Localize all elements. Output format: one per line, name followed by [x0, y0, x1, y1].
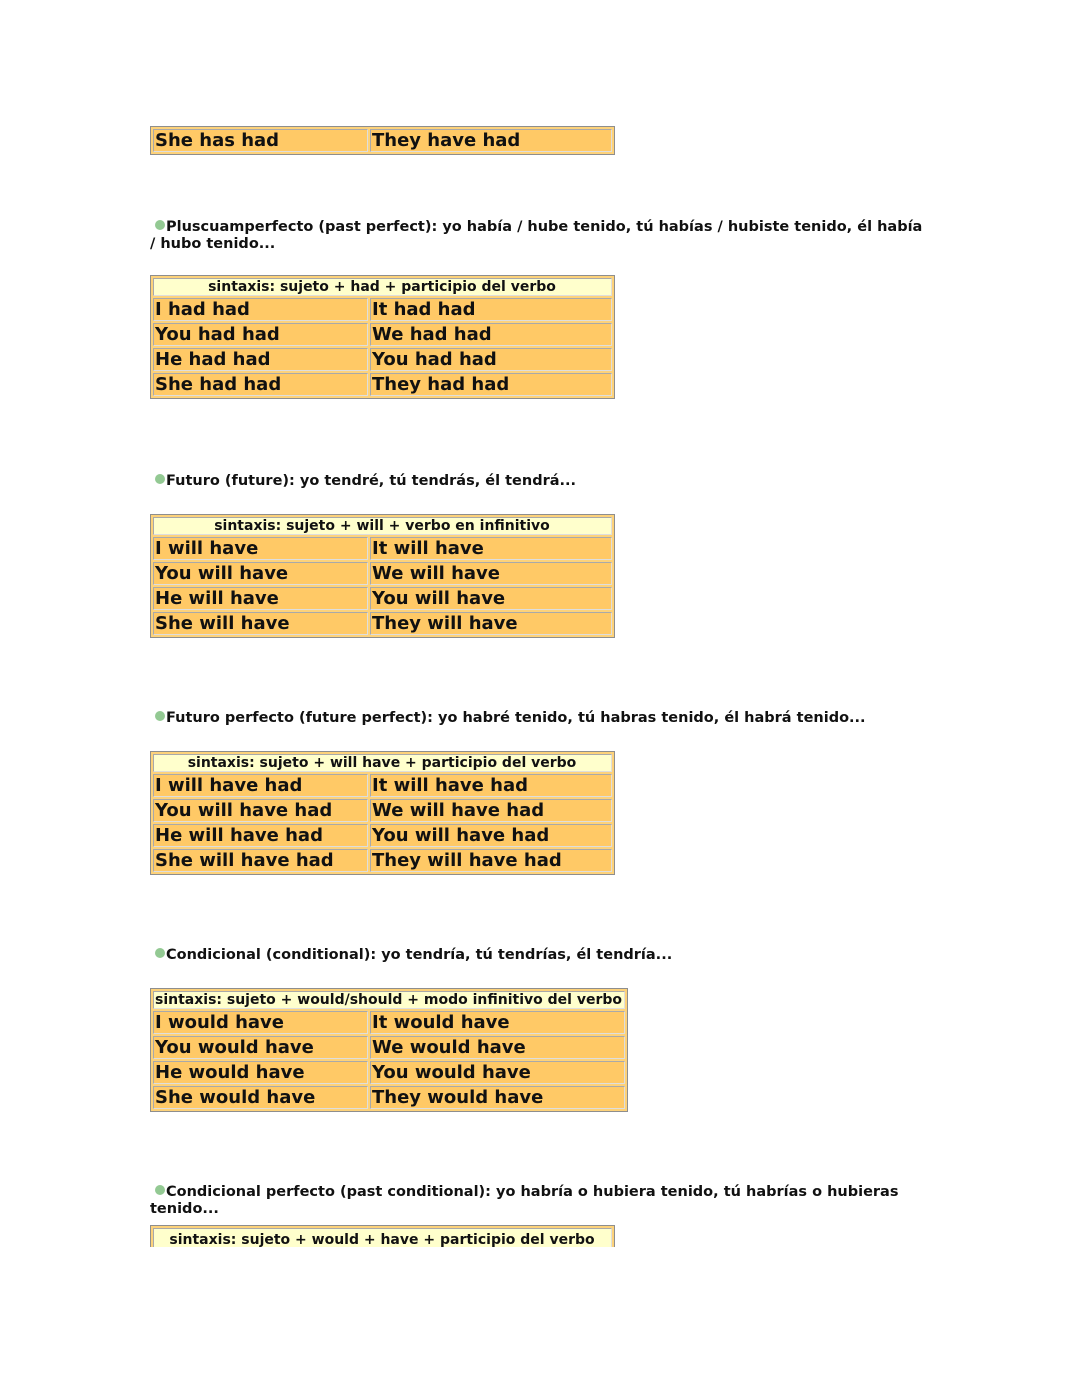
table-cell: It will have — [370, 537, 612, 560]
syntax-caption: sintaxis: sujeto + would + have + partic… — [153, 1228, 612, 1247]
table-cell: They will have had — [370, 849, 612, 872]
table-cell: You will have had — [370, 824, 612, 847]
table-cell: She had had — [153, 373, 368, 396]
section-heading-conditional: Condicional (conditional): yo tendría, t… — [150, 947, 930, 964]
syntax-row: sintaxis: sujeto + had + participio del … — [153, 278, 612, 296]
table-cell: He had had — [153, 348, 368, 371]
heading-text: Pluscuamperfecto (past perfect): yo habí… — [150, 219, 923, 252]
table-row: You will have We will have — [153, 562, 612, 585]
table-cell: They have had — [370, 129, 612, 152]
syntax-row: sintaxis: sujeto + would/should + modo i… — [153, 991, 625, 1009]
table-cell: We had had — [370, 323, 612, 346]
table-row: I will have had It will have had — [153, 774, 612, 797]
table-cell: She has had — [153, 129, 368, 152]
table-row: You will have had We will have had — [153, 799, 612, 822]
section-heading-future: Futuro (future): yo tendré, tú tendrás, … — [150, 473, 930, 490]
bullet-icon — [155, 711, 165, 721]
table-row: You had had We had had — [153, 323, 612, 346]
syntax-caption: sintaxis: sujeto + will have + participi… — [153, 754, 612, 772]
heading-text: Condicional (conditional): yo tendría, t… — [166, 947, 673, 963]
syntax-row: sintaxis: sujeto + will + verbo en infin… — [153, 517, 612, 535]
table-cell: It would have — [370, 1011, 625, 1034]
table-row: I will have It will have — [153, 537, 612, 560]
table-cell: I would have — [153, 1011, 368, 1034]
syntax-caption: sintaxis: sujeto + had + participio del … — [153, 278, 612, 296]
table-cell: They would have — [370, 1086, 625, 1109]
table-cell: You will have — [370, 587, 612, 610]
syntax-row: sintaxis: sujeto + would + have + partic… — [153, 1228, 612, 1247]
section-heading-past-perfect: Pluscuamperfecto (past perfect): yo habí… — [150, 219, 930, 253]
conjugation-table-future-perfect: sintaxis: sujeto + will have + participi… — [150, 751, 615, 875]
top-table-fragment: She has had They have had — [150, 126, 615, 155]
table-cell: I will have had — [153, 774, 368, 797]
section-heading-future-perfect: Futuro perfecto (future perfect): yo hab… — [150, 710, 930, 727]
table-cell: She will have had — [153, 849, 368, 872]
heading-text: Futuro (future): yo tendré, tú tendrás, … — [166, 473, 577, 489]
bullet-icon — [155, 220, 165, 230]
syntax-caption: sintaxis: sujeto + will + verbo en infin… — [153, 517, 612, 535]
table-row: He will have You will have — [153, 587, 612, 610]
table-cell: You had had — [370, 348, 612, 371]
table-cell: I will have — [153, 537, 368, 560]
table-row: I had had It had had — [153, 298, 612, 321]
table-row: He will have had You will have had — [153, 824, 612, 847]
table-cell: You would have — [370, 1061, 625, 1084]
heading-text: Condicional perfecto (past conditional):… — [150, 1184, 899, 1217]
section-heading-past-conditional: Condicional perfecto (past conditional):… — [150, 1184, 930, 1218]
syntax-caption: sintaxis: sujeto + would/should + modo i… — [153, 991, 625, 1009]
conjugation-table-past-perfect: sintaxis: sujeto + had + participio del … — [150, 275, 615, 399]
table-row: You would have We would have — [153, 1036, 625, 1059]
bullet-icon — [155, 1185, 165, 1195]
table-row: She will have had They will have had — [153, 849, 612, 872]
table-row: She had had They had had — [153, 373, 612, 396]
table-row: She will have They will have — [153, 612, 612, 635]
table-cell: We will have — [370, 562, 612, 585]
table-cell: She will have — [153, 612, 368, 635]
table-row: I would have It would have — [153, 1011, 625, 1034]
syntax-row: sintaxis: sujeto + will have + participi… — [153, 754, 612, 772]
conjugation-table-past-conditional: sintaxis: sujeto + would + have + partic… — [150, 1225, 615, 1247]
table-cell: We will have had — [370, 799, 612, 822]
table-cell: It had had — [370, 298, 612, 321]
table-cell: She would have — [153, 1086, 368, 1109]
table-cell: He will have had — [153, 824, 368, 847]
table-cell: He would have — [153, 1061, 368, 1084]
table-row: He would have You would have — [153, 1061, 625, 1084]
heading-text: Futuro perfecto (future perfect): yo hab… — [166, 710, 866, 726]
table-row: She has had They have had — [153, 129, 612, 152]
conjugation-table-conditional: sintaxis: sujeto + would/should + modo i… — [150, 988, 628, 1112]
table-cell: They had had — [370, 373, 612, 396]
table-row: She would have They would have — [153, 1086, 625, 1109]
table-cell: You will have — [153, 562, 368, 585]
table-cell: You had had — [153, 323, 368, 346]
table-cell: He will have — [153, 587, 368, 610]
table-row: He had had You had had — [153, 348, 612, 371]
bullet-icon — [155, 474, 165, 484]
table-cell: They will have — [370, 612, 612, 635]
table-cell: You will have had — [153, 799, 368, 822]
table-cell: It will have had — [370, 774, 612, 797]
table-cell: You would have — [153, 1036, 368, 1059]
conjugation-table-future: sintaxis: sujeto + will + verbo en infin… — [150, 514, 615, 638]
bullet-icon — [155, 948, 165, 958]
table-cell: We would have — [370, 1036, 625, 1059]
table-cell: I had had — [153, 298, 368, 321]
